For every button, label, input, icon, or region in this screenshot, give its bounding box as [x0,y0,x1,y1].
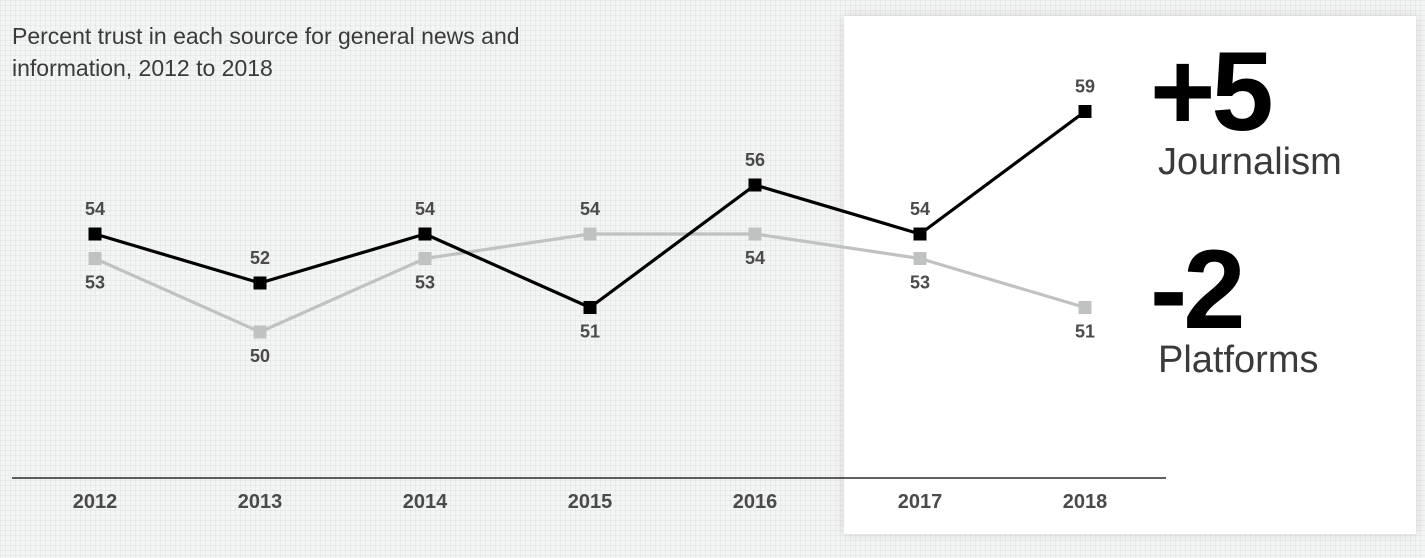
platforms-data-label-2018: 51 [1075,322,1095,342]
platforms-point-2013 [253,325,267,339]
x-tick-label-2016: 2016 [733,491,778,513]
series-platforms: 53 50 53 54 54 53 51 [85,199,1095,366]
journalism-data-label-2012: 54 [85,199,105,219]
platforms-summary: -2 Platforms [1150,227,1319,381]
journalism-point-2014 [418,227,432,241]
journalism-point-2016 [748,178,762,192]
platforms-point-2015 [583,227,597,241]
platforms-data-label-2012: 53 [85,273,105,293]
platforms-data-label-2017: 53 [910,273,930,293]
platforms-data-label-2014: 53 [415,273,435,293]
platforms-point-2012 [88,252,102,265]
platforms-label: Platforms [1158,339,1319,381]
journalism-data-label-2018: 59 [1075,77,1095,97]
highlight-panel [844,16,1416,534]
journalism-data-label-2017: 54 [910,199,930,219]
journalism-point-2018 [1078,105,1092,118]
platforms-point-2014 [418,252,432,265]
platforms-data-label-2016: 54 [745,248,765,268]
journalism-label: Journalism [1158,141,1342,183]
journalism-point-2015 [583,301,597,314]
platforms-point-2017 [913,252,927,265]
journalism-change-value: +5 [1150,29,1274,154]
platforms-change-value: -2 [1150,227,1246,352]
x-tick-label-2018: 2018 [1063,491,1108,513]
x-tick-label-2017: 2017 [898,491,943,513]
journalism-data-label-2015: 51 [580,322,600,342]
journalism-summary: +5 Journalism [1150,29,1342,183]
platforms-data-label-2015: 54 [580,199,600,219]
journalism-point-2013 [253,276,267,290]
journalism-point-2012 [88,227,102,241]
platforms-line [94,232,1086,334]
x-tick-label-2015: 2015 [568,491,613,513]
series-journalism: 54 52 54 51 56 54 59 [85,77,1095,342]
journalism-data-label-2016: 56 [745,150,765,170]
platforms-point-2018 [1078,301,1092,314]
x-tick-label-2013: 2013 [238,491,283,513]
journalism-data-label-2014: 54 [415,199,435,219]
x-axis-ticks: 2012 2013 2014 2015 2016 2017 2018 [73,491,1108,513]
platforms-data-label-2013: 50 [250,346,270,366]
journalism-point-2017 [913,227,927,241]
chart-title: Percent trust in each source for general… [12,23,520,81]
x-tick-label-2012: 2012 [73,491,118,513]
platforms-point-2016 [748,227,762,241]
x-tick-label-2014: 2014 [403,491,448,513]
journalism-data-label-2013: 52 [250,248,270,268]
